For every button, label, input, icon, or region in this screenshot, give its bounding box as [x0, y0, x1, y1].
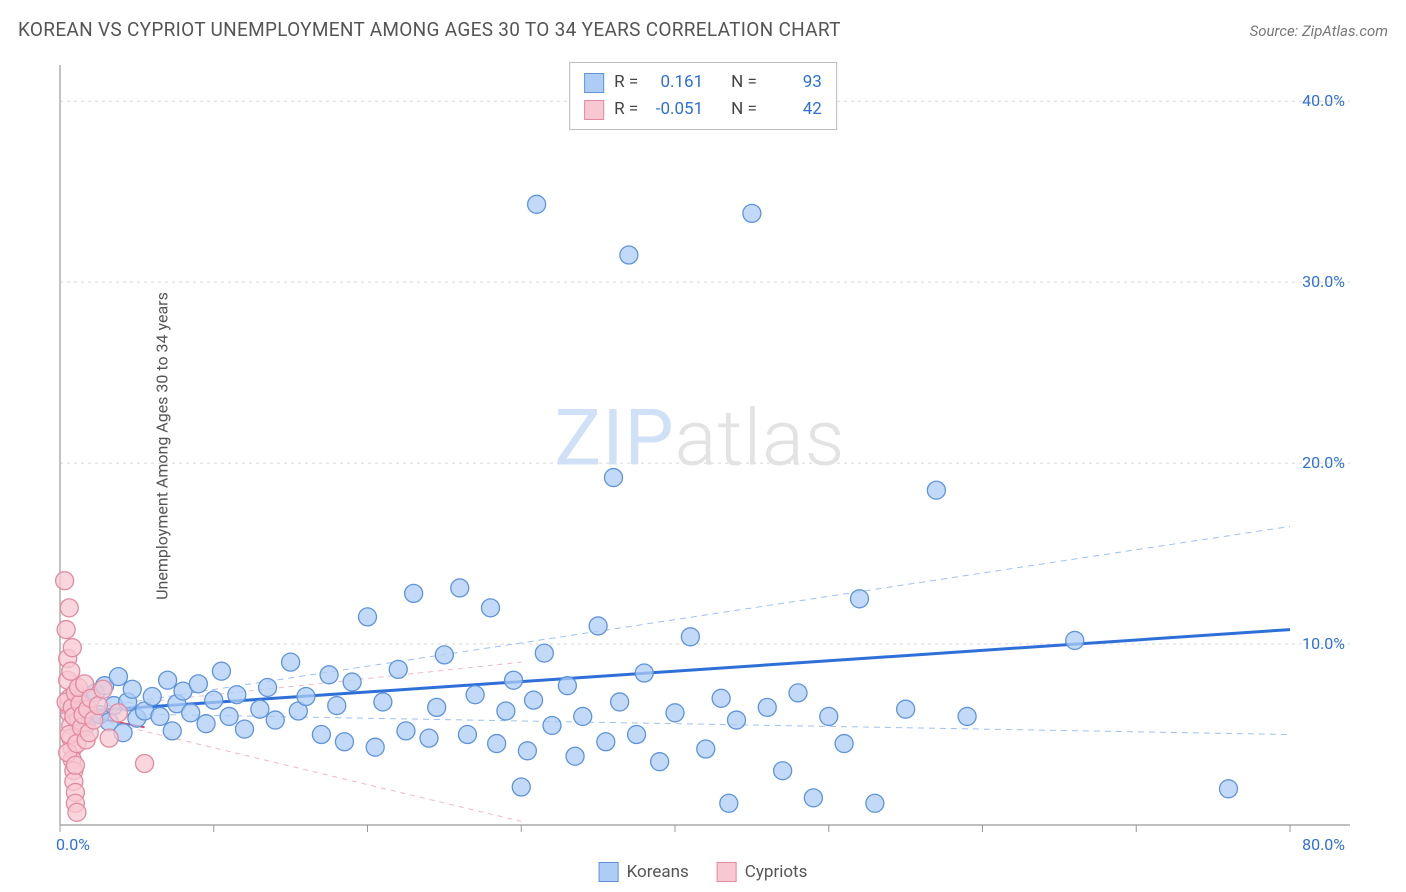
- x-tick-label: 80.0%: [1302, 835, 1345, 854]
- correlation-row: R = 0.161 N = 93: [584, 69, 822, 96]
- legend-swatch: [584, 73, 604, 93]
- legend-swatch: [717, 862, 737, 882]
- r-value: -0.051: [648, 96, 703, 123]
- legend-item: Koreans: [599, 862, 689, 882]
- legend-swatch: [599, 862, 619, 882]
- source-label: Source:: [1250, 22, 1299, 40]
- correlation-row: R = -0.051 N = 42: [584, 96, 822, 123]
- header: KOREAN VS CYPRIOT UNEMPLOYMENT AMONG AGE…: [18, 18, 1388, 41]
- x-tick-label: 0.0%: [56, 835, 90, 854]
- plot-area: ZIPatlas 10.0%20.0%30.0%40.0%0.0%80.0%: [50, 55, 1350, 855]
- legend-swatch: [584, 100, 604, 120]
- y-tick-label: 10.0%: [1302, 634, 1345, 653]
- n-label: N =: [731, 69, 757, 96]
- source-attribution: Source: ZipAtlas.com: [1250, 22, 1388, 40]
- n-value: 42: [767, 96, 822, 123]
- y-tick-label: 40.0%: [1302, 91, 1345, 110]
- y-tick-label: 20.0%: [1302, 453, 1345, 472]
- series-legend: Koreans Cypriots: [599, 862, 808, 882]
- legend-item: Cypriots: [717, 862, 808, 882]
- r-label: R =: [614, 96, 638, 123]
- n-value: 93: [767, 69, 822, 96]
- chart-container: KOREAN VS CYPRIOT UNEMPLOYMENT AMONG AGE…: [0, 0, 1406, 892]
- correlation-legend: R = 0.161 N = 93 R = -0.051 N = 42: [569, 62, 837, 130]
- y-tick-label: 30.0%: [1302, 272, 1345, 291]
- r-label: R =: [614, 69, 638, 96]
- legend-label: Cypriots: [745, 862, 808, 882]
- r-value: 0.161: [648, 69, 703, 96]
- legend-label: Koreans: [627, 862, 689, 882]
- scatter-plot-svg: [50, 55, 1350, 855]
- n-label: N =: [731, 96, 757, 123]
- source-name: ZipAtlas.com: [1302, 22, 1388, 40]
- chart-title: KOREAN VS CYPRIOT UNEMPLOYMENT AMONG AGE…: [18, 18, 841, 41]
